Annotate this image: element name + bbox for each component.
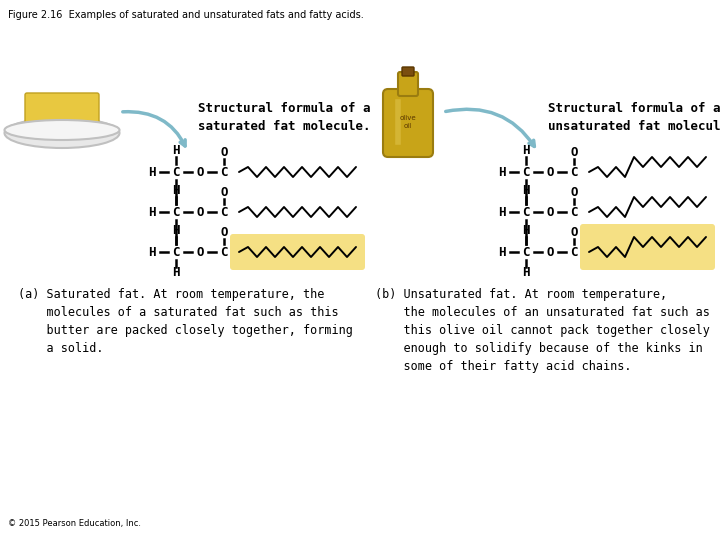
- Text: (a) Saturated fat. At room temperature, the
    molecules of a saturated fat suc: (a) Saturated fat. At room temperature, …: [18, 288, 353, 355]
- Text: H: H: [498, 165, 505, 179]
- Text: C: C: [172, 165, 180, 179]
- Text: H: H: [498, 206, 505, 219]
- Text: O: O: [220, 226, 228, 240]
- Text: (b) Unsaturated fat. At room temperature,
    the molecules of an unsaturated fa: (b) Unsaturated fat. At room temperature…: [375, 288, 710, 373]
- Text: O: O: [546, 246, 554, 259]
- Text: O: O: [546, 165, 554, 179]
- FancyBboxPatch shape: [580, 224, 715, 270]
- Text: O: O: [546, 206, 554, 219]
- Text: C: C: [570, 246, 577, 259]
- Text: C: C: [522, 246, 530, 259]
- Text: H: H: [172, 225, 180, 238]
- Text: O: O: [570, 226, 577, 240]
- Text: O: O: [220, 186, 228, 199]
- FancyBboxPatch shape: [25, 93, 99, 132]
- Text: O: O: [570, 146, 577, 159]
- Text: C: C: [220, 246, 228, 259]
- Text: C: C: [522, 165, 530, 179]
- Text: olive
oil: olive oil: [400, 116, 416, 129]
- Text: Structural formula of an
unsaturated fat molecule.: Structural formula of an unsaturated fat…: [548, 102, 720, 133]
- Text: C: C: [220, 165, 228, 179]
- Text: H: H: [522, 145, 530, 158]
- Text: O: O: [197, 206, 204, 219]
- Text: C: C: [570, 165, 577, 179]
- Text: H: H: [522, 185, 530, 198]
- Text: H: H: [148, 165, 156, 179]
- Text: C: C: [220, 206, 228, 219]
- Text: H: H: [522, 225, 530, 238]
- Text: H: H: [522, 267, 530, 280]
- Ellipse shape: [4, 118, 120, 148]
- Text: Structural formula of a
saturated fat molecule.: Structural formula of a saturated fat mo…: [198, 102, 371, 133]
- Text: H: H: [172, 267, 180, 280]
- Text: H: H: [172, 185, 180, 198]
- Text: O: O: [197, 165, 204, 179]
- FancyBboxPatch shape: [383, 89, 433, 157]
- FancyBboxPatch shape: [402, 67, 414, 76]
- Text: H: H: [172, 145, 180, 158]
- Text: O: O: [570, 186, 577, 199]
- Text: H: H: [148, 246, 156, 259]
- Text: C: C: [570, 206, 577, 219]
- Text: O: O: [220, 146, 228, 159]
- Text: H: H: [148, 206, 156, 219]
- Text: C: C: [522, 206, 530, 219]
- FancyBboxPatch shape: [230, 234, 365, 270]
- Ellipse shape: [4, 120, 120, 140]
- Text: H: H: [498, 246, 505, 259]
- FancyBboxPatch shape: [398, 72, 418, 96]
- Text: C: C: [172, 246, 180, 259]
- Text: © 2015 Pearson Education, Inc.: © 2015 Pearson Education, Inc.: [8, 519, 141, 528]
- Text: Figure 2.16  Examples of saturated and unsaturated fats and fatty acids.: Figure 2.16 Examples of saturated and un…: [8, 10, 364, 20]
- Text: C: C: [172, 206, 180, 219]
- Text: O: O: [197, 246, 204, 259]
